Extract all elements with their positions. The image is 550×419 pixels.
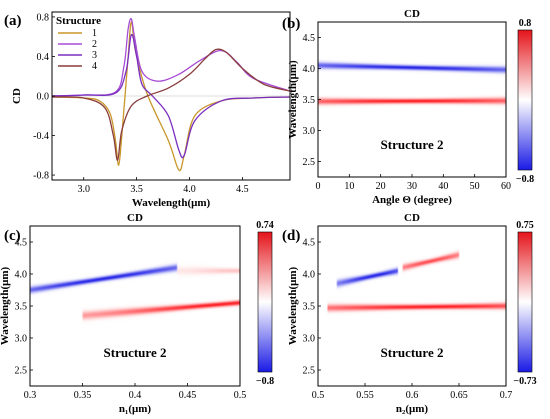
panel-letter: (c): [4, 228, 21, 244]
colorbar-min-label: −0.73: [513, 376, 536, 387]
series-line-3: [52, 33, 290, 159]
x-tick-label: 40: [438, 181, 448, 192]
structure-annotation: Structure 2: [104, 345, 167, 360]
y-tick-label: 3.5: [303, 95, 316, 106]
panel-letter: (b): [282, 16, 300, 32]
heatmap-title: CD: [404, 8, 420, 20]
y-tick-label: 0.8: [37, 12, 50, 23]
y-tick-label: 3.0: [15, 334, 28, 345]
y-tick-label: 3.5: [15, 302, 28, 313]
legend-entry: 2: [92, 39, 97, 50]
structure-annotation: Structure 2: [381, 137, 444, 152]
x-tick-label: 0.65: [450, 390, 468, 401]
heatmap-image: [318, 226, 506, 386]
y-axis-label: CD: [11, 88, 23, 104]
x-tick-label: 0.7: [500, 390, 513, 401]
x-tick-label: 4.5: [236, 184, 249, 195]
x-tick-label: 3.5: [130, 184, 143, 195]
y-tick-label: 2.5: [15, 366, 28, 377]
series-line-4: [52, 48, 290, 161]
panel-letter: (a): [4, 13, 22, 29]
heatmap-title: CD: [127, 212, 143, 224]
y-axis-label: Wavelength(μm): [0, 266, 11, 345]
plot-frame: [317, 225, 507, 387]
legend-entry: 1: [92, 28, 97, 39]
y-axis-label: Wavelength(μm): [287, 266, 299, 345]
y-tick-label: -0.8: [33, 171, 49, 182]
x-axis-label: n₁(μm): [119, 403, 151, 415]
x-tick-label: 3.0: [77, 184, 90, 195]
colorbar-max-label: 0.74: [256, 220, 274, 231]
x-axis-label: Wavelength(μm): [132, 197, 211, 209]
y-tick-label: 3.0: [303, 334, 316, 345]
colorbar-max-label: 0.8: [519, 18, 532, 29]
y-tick-label: 2.5: [303, 157, 316, 168]
y-axis-label: Wavelength(μm): [287, 60, 299, 139]
y-tick-label: 4.0: [303, 64, 316, 75]
x-tick-label: 0.45: [179, 390, 197, 401]
y-tick-label: 4.5: [303, 238, 316, 249]
colorbar-min-label: −0.8: [516, 174, 534, 185]
y-tick-label: 4.5: [303, 33, 316, 44]
y-tick-label: 3.5: [303, 302, 316, 313]
x-tick-label: 50: [470, 181, 480, 192]
structure-annotation: Structure 2: [381, 345, 444, 360]
x-axis-label: Angle Θ (degree): [372, 194, 452, 206]
y-tick-label: 4.5: [15, 238, 28, 249]
plot-frame: [51, 11, 291, 181]
x-tick-label: 0.5: [312, 390, 325, 401]
x-tick-label: 10: [344, 181, 354, 192]
y-tick-label: 4.0: [303, 270, 316, 281]
y-tick-label: -0.4: [33, 131, 49, 142]
colorbar-max-label: 0.75: [516, 220, 534, 231]
y-tick-label: 4.0: [15, 270, 28, 281]
legend-entry: 4: [92, 61, 97, 72]
x-tick-label: 30: [407, 181, 417, 192]
x-tick-label: 0.3: [24, 390, 37, 401]
x-tick-label: 0.35: [74, 390, 92, 401]
series-group: [52, 17, 290, 172]
y-tick-label: 0.4: [37, 52, 50, 63]
x-tick-label: 60: [501, 181, 511, 192]
heatmap-title: CD: [404, 212, 420, 224]
colorbar: [257, 231, 273, 373]
plot-frame: [317, 21, 507, 178]
x-axis-label: n₂(μm): [396, 403, 428, 415]
panel-letter: (d): [282, 228, 300, 244]
x-tick-label: 0.4: [129, 390, 142, 401]
x-tick-label: 20: [376, 181, 386, 192]
x-tick-label: 0: [316, 181, 321, 192]
legend-title: Structure: [56, 15, 101, 27]
x-tick-label: 0.5: [234, 390, 247, 401]
colorbar: [517, 231, 533, 373]
x-tick-label: 0.6: [406, 390, 419, 401]
y-tick-label: 0.0: [37, 92, 50, 103]
heatmap-image: [30, 226, 240, 386]
x-tick-label: 0.55: [356, 390, 374, 401]
colorbar-min-label: −0.8: [256, 376, 274, 387]
x-tick-label: 4.0: [183, 184, 196, 195]
colorbar: [517, 29, 533, 171]
heatmap-image: [318, 22, 506, 177]
legend-entry: 3: [92, 50, 97, 61]
plot-frame: [29, 225, 241, 387]
y-tick-label: 3.0: [303, 126, 316, 137]
y-tick-label: 2.5: [303, 366, 316, 377]
